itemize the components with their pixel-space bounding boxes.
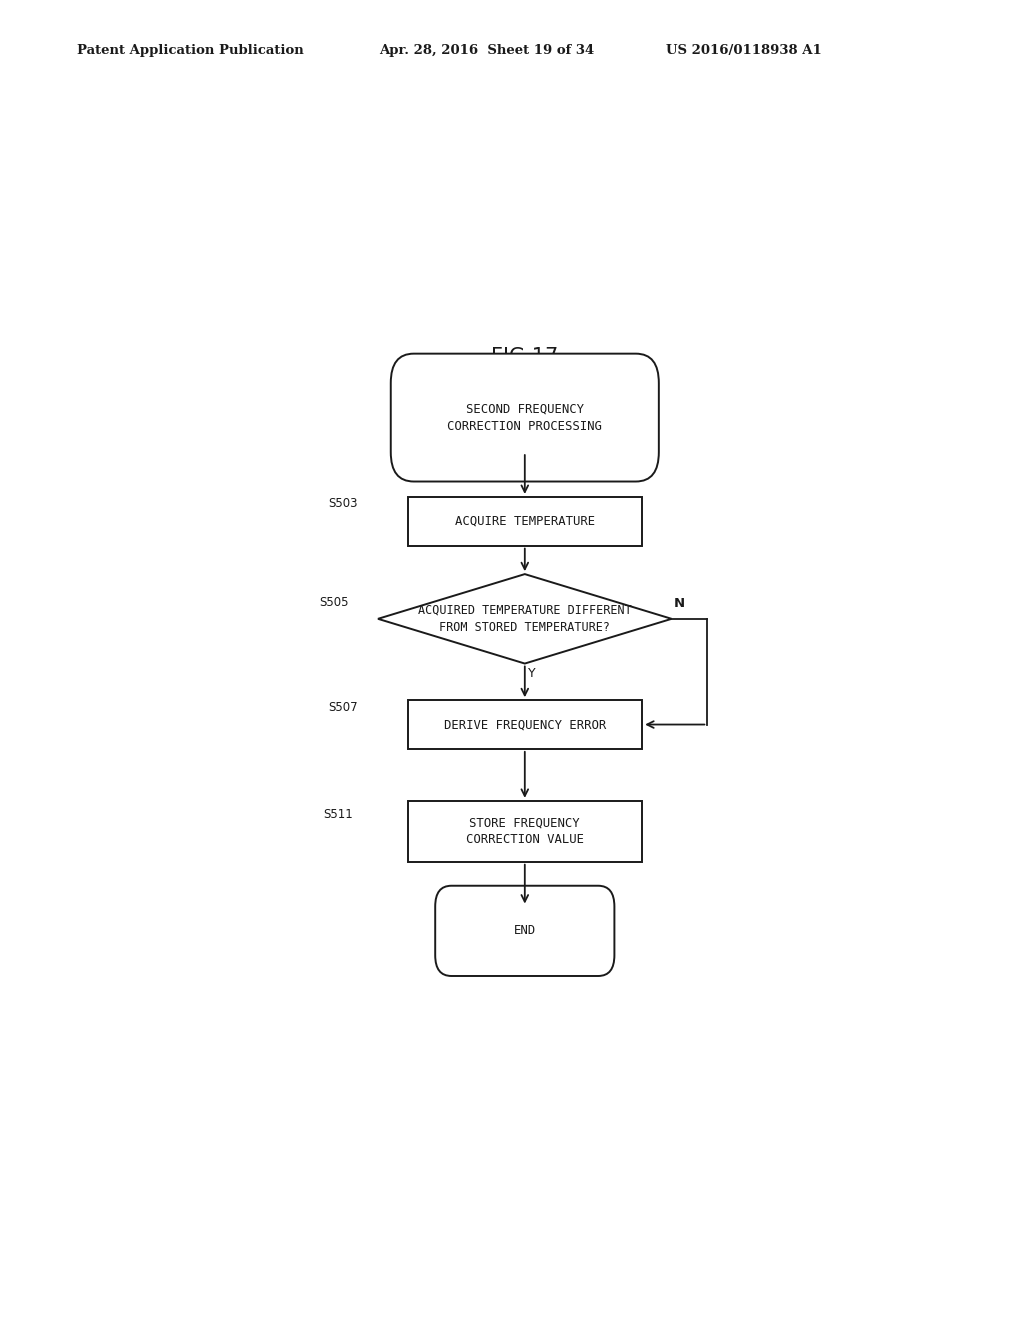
Text: Patent Application Publication: Patent Application Publication: [77, 44, 303, 57]
Text: Apr. 28, 2016  Sheet 19 of 34: Apr. 28, 2016 Sheet 19 of 34: [379, 44, 594, 57]
FancyBboxPatch shape: [435, 886, 614, 975]
Text: SECOND FREQUENCY
CORRECTION PROCESSING: SECOND FREQUENCY CORRECTION PROCESSING: [447, 403, 602, 433]
Text: FIG.17: FIG.17: [492, 347, 558, 367]
Text: STORE FREQUENCY
CORRECTION VALUE: STORE FREQUENCY CORRECTION VALUE: [466, 816, 584, 846]
Text: ACQUIRED TEMPERATURE DIFFERENT
FROM STORED TEMPERATURE?: ACQUIRED TEMPERATURE DIFFERENT FROM STOR…: [418, 603, 632, 634]
Text: S511: S511: [323, 808, 352, 821]
Bar: [408, 801, 642, 862]
Text: S503: S503: [329, 498, 358, 511]
Bar: [408, 496, 642, 545]
Text: END: END: [514, 924, 536, 937]
Polygon shape: [378, 574, 672, 664]
Text: ACQUIRE TEMPERATURE: ACQUIRE TEMPERATURE: [455, 515, 595, 528]
Text: S507: S507: [329, 701, 358, 714]
FancyBboxPatch shape: [391, 354, 658, 482]
Text: N: N: [674, 597, 685, 610]
Text: Y: Y: [528, 667, 536, 680]
Text: DERIVE FREQUENCY ERROR: DERIVE FREQUENCY ERROR: [443, 718, 606, 731]
Bar: [408, 700, 642, 748]
Text: S505: S505: [319, 597, 348, 609]
Text: US 2016/0118938 A1: US 2016/0118938 A1: [666, 44, 821, 57]
